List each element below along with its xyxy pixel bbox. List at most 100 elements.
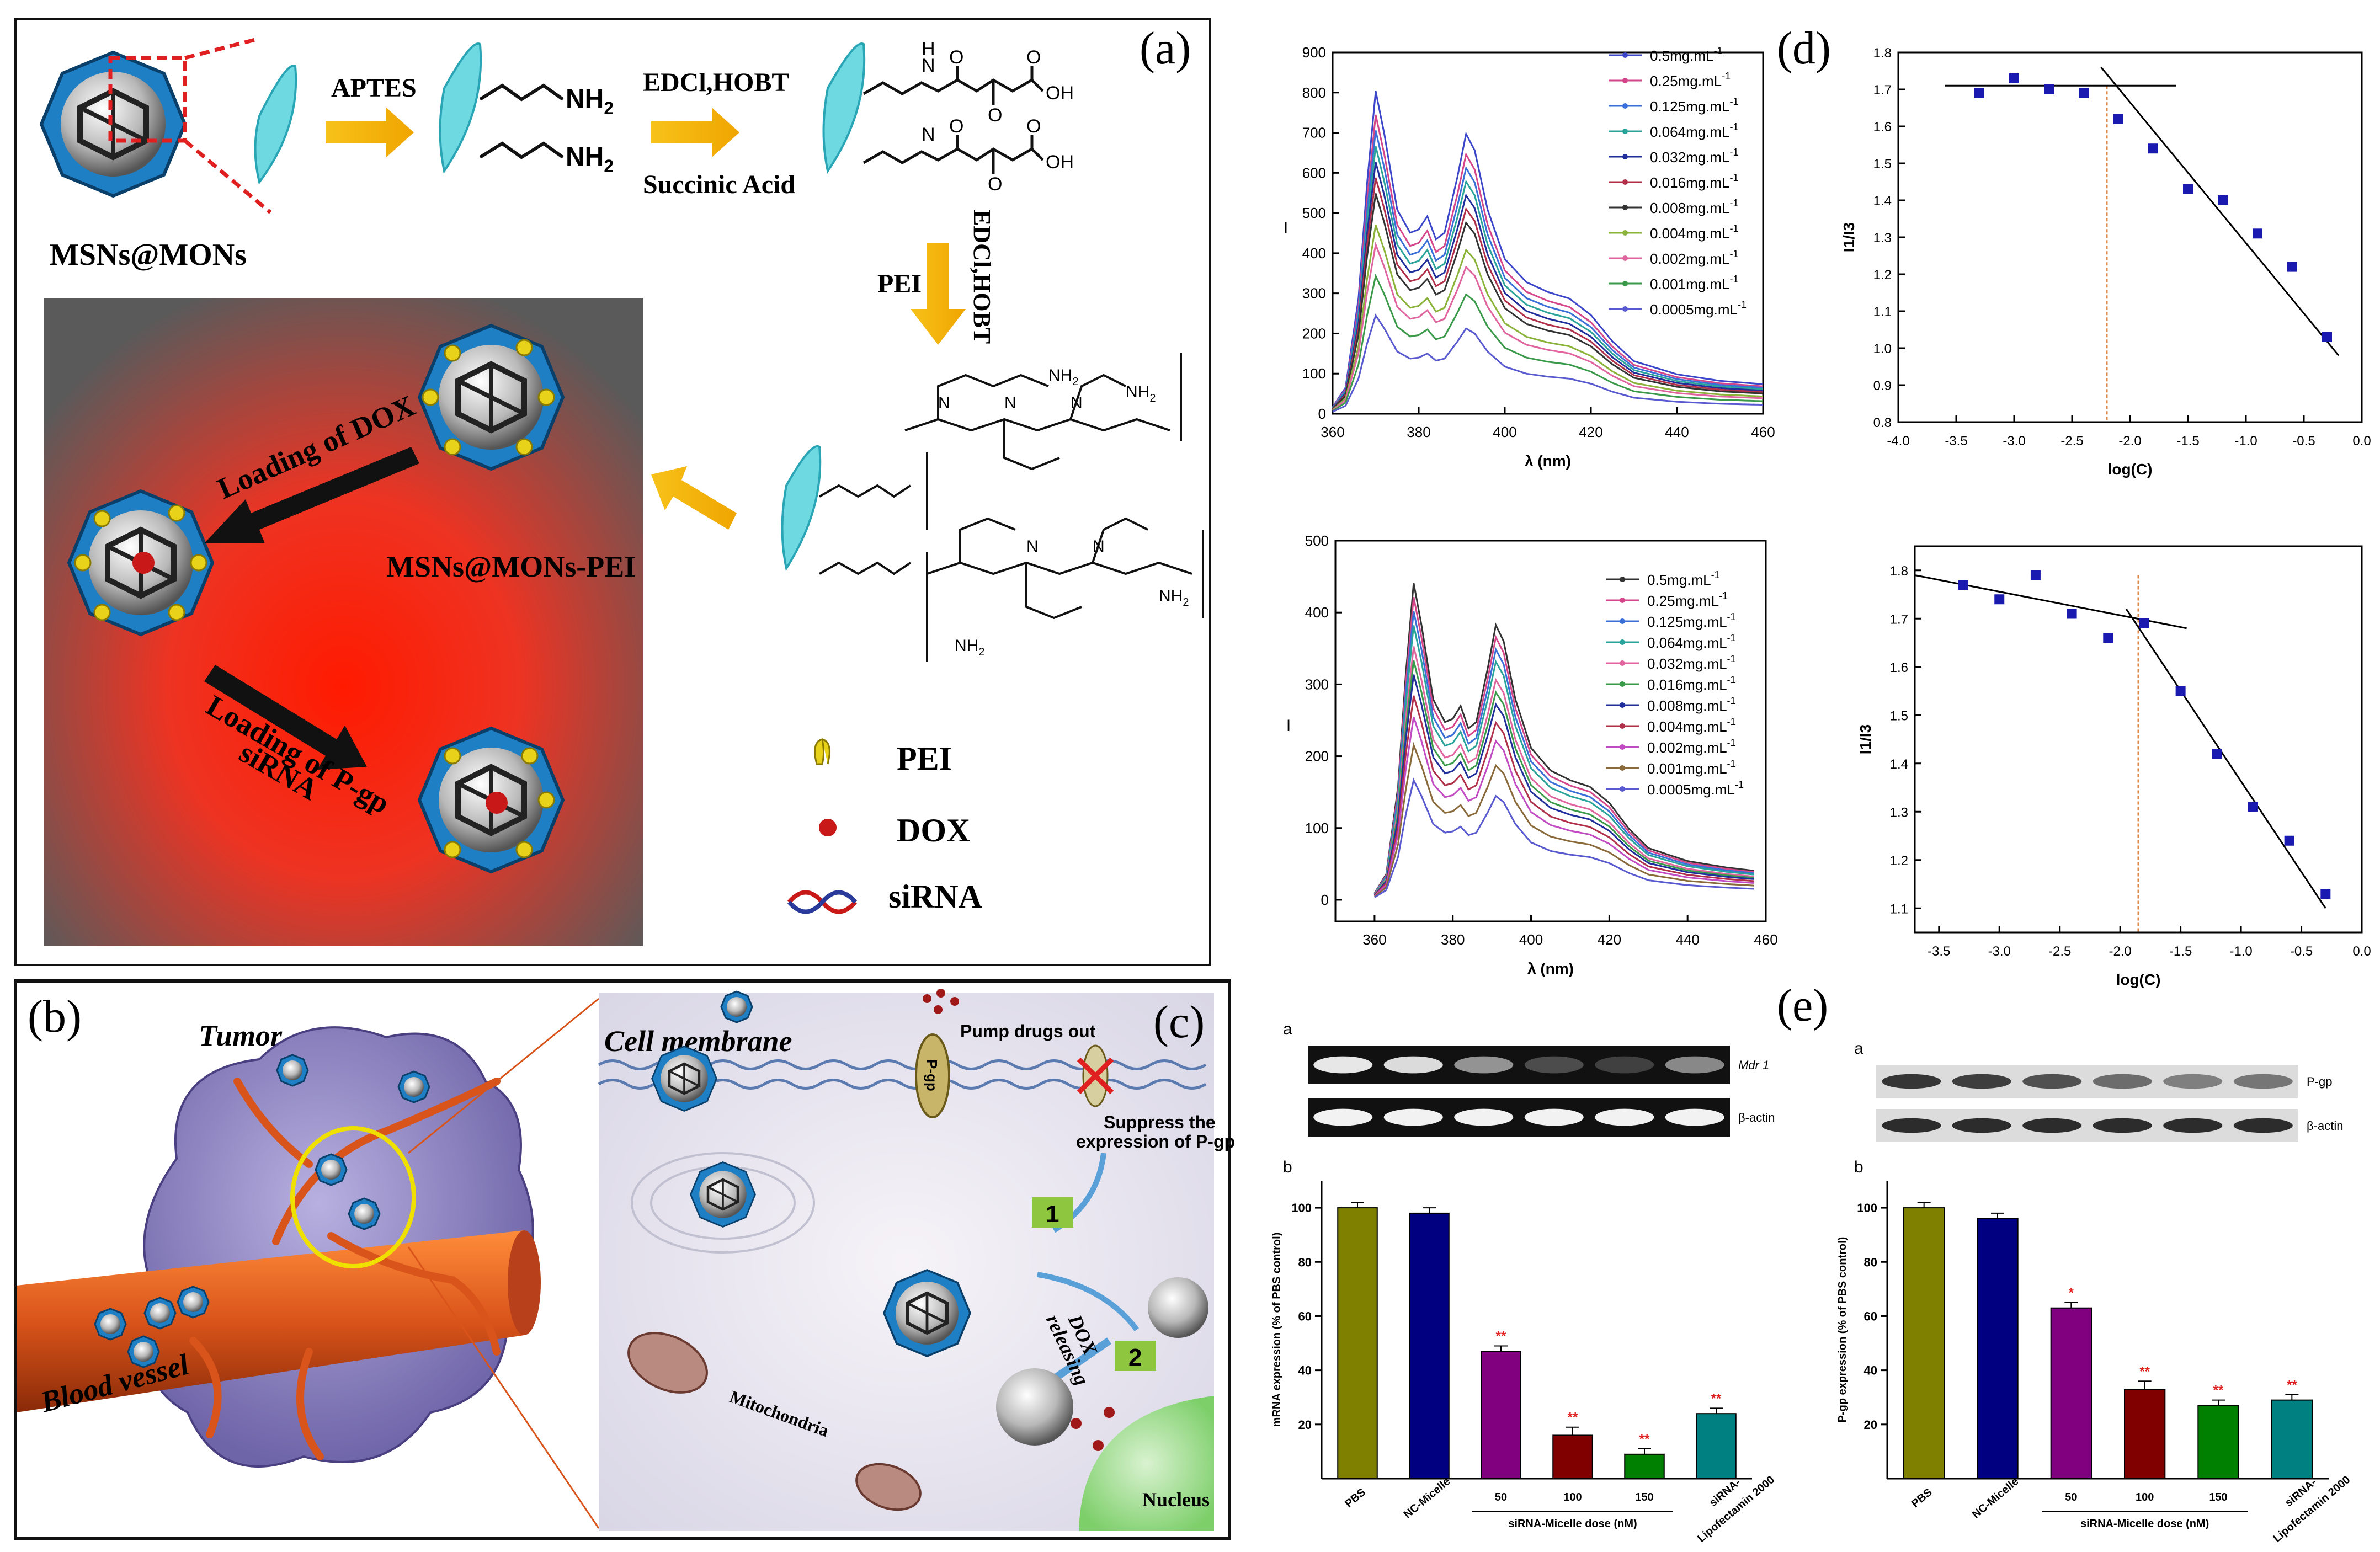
y-tick-label: 0 xyxy=(1318,406,1326,422)
x-tick-label: 50 xyxy=(2065,1491,2077,1503)
blot-label: β-actin xyxy=(2307,1119,2343,1133)
blot-band xyxy=(1952,1118,2011,1133)
series-line xyxy=(1332,225,1764,411)
data-point xyxy=(2079,88,2089,98)
panel-label-a: (a) xyxy=(1140,23,1191,74)
legend-superscript: -1 xyxy=(1730,198,1739,209)
legend-label: 0.004mg.mL-1 xyxy=(1650,223,1739,242)
legend-superscript: -1 xyxy=(1727,653,1736,664)
atom-n: N xyxy=(938,394,950,412)
legend-marker xyxy=(1620,660,1625,666)
series-line xyxy=(1373,646,1754,895)
legend-label: 0.5mg.mL-1 xyxy=(1647,569,1720,588)
y-tick-label: 1.8 xyxy=(1873,46,1892,61)
mitochondria-icon xyxy=(855,1463,922,1511)
bar xyxy=(2271,1399,2313,1480)
y-tick-label: 400 xyxy=(1305,604,1329,621)
x-tick-label: -3.5 xyxy=(1928,944,1950,959)
data-point xyxy=(2148,143,2158,154)
data-point xyxy=(2067,609,2077,619)
data-point xyxy=(2320,889,2331,899)
atom-oh: OH xyxy=(1046,152,1074,173)
bar xyxy=(1696,1413,1737,1480)
y-tick-label: 100 xyxy=(1857,1201,1877,1215)
series-line xyxy=(1332,130,1764,409)
legend-marker xyxy=(1620,618,1625,624)
legend-label: 0.064mg.mL-1 xyxy=(1650,121,1739,140)
blot-band xyxy=(1882,1118,1941,1133)
reagent-succinic-acid: Succinic Acid xyxy=(643,170,795,199)
y-tick-label: 1.4 xyxy=(1890,757,1908,772)
legend-label: 0.0005mg.mL-1 xyxy=(1650,299,1747,318)
x-tick-label: PBS xyxy=(1909,1486,1935,1510)
reagent-pei: PEI xyxy=(877,269,922,298)
zoom-line xyxy=(184,36,260,60)
series-line xyxy=(1373,742,1754,898)
y-tick-label: 500 xyxy=(1302,205,1326,221)
legend-label: 0.002mg.mL-1 xyxy=(1647,737,1736,756)
x-tick-label: -1.0 xyxy=(2229,944,2252,959)
particle-in-endosome xyxy=(691,1162,755,1227)
significance-marker: ** xyxy=(2287,1378,2297,1393)
legend-marker xyxy=(1622,205,1628,210)
series-line xyxy=(1332,162,1764,409)
bar xyxy=(2050,1307,2093,1480)
y-tick-label: 200 xyxy=(1302,325,1326,342)
y-tick-label: 1.6 xyxy=(1873,120,1892,135)
series-line xyxy=(1373,611,1754,895)
legend-label: 0.001mg.mL-1 xyxy=(1650,274,1739,292)
particle-icon xyxy=(276,1054,309,1087)
blot-band xyxy=(1882,1074,1941,1089)
x-tick-label: 460 xyxy=(1751,424,1775,440)
legend-label: 0.032mg.mL-1 xyxy=(1650,147,1739,166)
legend-marker xyxy=(1620,765,1625,771)
reagent-aptes: APTES xyxy=(331,73,417,103)
bar xyxy=(1903,1207,1945,1479)
legend-marker xyxy=(1620,786,1625,792)
legend-superscript: -1 xyxy=(1730,223,1739,234)
label-suppress-2: expression of P-gp xyxy=(1076,1132,1235,1151)
blot-band xyxy=(2022,1118,2082,1133)
legend-marker xyxy=(1622,129,1628,134)
particle-icon xyxy=(315,1153,348,1186)
atom-n: N xyxy=(1026,537,1039,556)
legend-superscript: -1 xyxy=(1730,274,1739,285)
legend-marker xyxy=(1622,78,1628,83)
amine-label: NH2 xyxy=(1126,383,1156,404)
atom-h: H xyxy=(922,39,935,60)
tumor-vessels xyxy=(189,1078,501,1460)
particle-icon xyxy=(94,1308,127,1341)
significance-marker: ** xyxy=(1639,1432,1650,1447)
x-tick-label: 400 xyxy=(1519,931,1543,948)
y-tick-label: 40 xyxy=(1298,1364,1312,1378)
blot-band xyxy=(1952,1074,2011,1089)
bar xyxy=(1552,1434,1593,1480)
subpanel-label-b: b xyxy=(1854,1158,1863,1176)
significance-marker: ** xyxy=(2139,1364,2150,1379)
legend-marker xyxy=(1620,744,1625,750)
y-tick-label: 1.8 xyxy=(1890,564,1908,579)
blot-strip xyxy=(1308,1046,1730,1084)
subpanel-label-a: a xyxy=(1283,1020,1292,1038)
y-tick-label: 1.5 xyxy=(1873,157,1892,172)
panel-a: (a) MSNs@MONs APTES NH2 NH2 EDCl,HOBT Su… xyxy=(14,18,1211,966)
data-point xyxy=(2212,749,2222,759)
legend-superscript: -1 xyxy=(1738,299,1747,310)
arrow-icon xyxy=(651,108,739,157)
y-tick-label: 800 xyxy=(1302,84,1326,101)
y-tick-label: 900 xyxy=(1302,44,1326,61)
legend-marker xyxy=(1622,103,1628,109)
legend-label: 0.016mg.mL-1 xyxy=(1650,172,1739,191)
alkyl-chain xyxy=(479,83,564,102)
blot-band xyxy=(1454,1056,1514,1074)
y-axis-label: P-gp expression (% of PBS control) xyxy=(1836,1237,1849,1423)
y-tick-label: 60 xyxy=(1864,1309,1877,1323)
legend-superscript: -1 xyxy=(1727,737,1736,748)
series-line xyxy=(1332,177,1764,410)
atom-o: O xyxy=(988,174,1002,195)
x-tick-label: -1.5 xyxy=(2169,944,2192,959)
x-tick-label: PBS xyxy=(1343,1486,1368,1510)
x-tick-label: -3.0 xyxy=(2003,434,2025,449)
subpanel-label-b: b xyxy=(1283,1158,1292,1176)
